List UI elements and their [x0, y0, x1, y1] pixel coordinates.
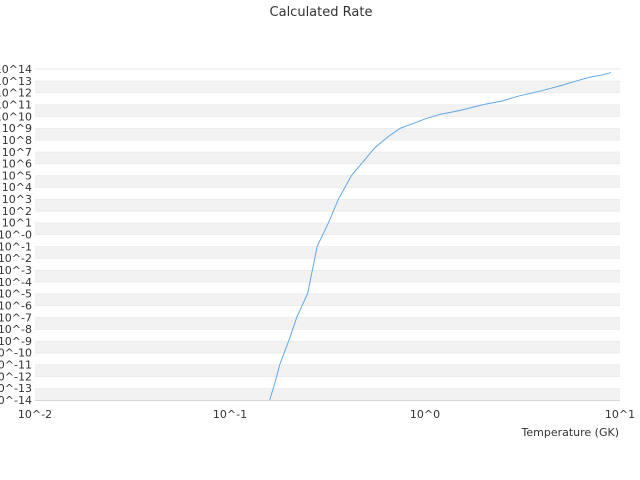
y-tick-label: 10^1: [2, 217, 32, 230]
grid-band: [35, 187, 620, 200]
grid-band: [35, 80, 620, 93]
series-layer: [269, 72, 612, 401]
series-line: [269, 72, 612, 401]
y-tick-label: 10^4: [2, 181, 32, 194]
y-tick-label: 10^-4: [0, 276, 32, 289]
y-tick-label: 10^-14: [0, 394, 32, 407]
y-tick-label: 10^8: [2, 134, 32, 147]
x-axis-ticks: 10^-2 10^-1 10^0 10^1: [18, 408, 635, 421]
grid-band: [35, 151, 620, 164]
x-axis-label: Temperature (GK): [521, 426, 620, 439]
y-tick-label: 10^7: [2, 146, 32, 159]
y-tick-label: 10^-10: [0, 347, 32, 360]
grid-band: [35, 163, 620, 176]
grid-band: [35, 281, 620, 294]
grid-band: [35, 128, 620, 140]
y-tick-label: 10^-13: [0, 382, 32, 395]
grid-band: [35, 139, 620, 152]
y-tick-label: 10^-2: [0, 252, 32, 265]
grid-band: [35, 305, 620, 318]
grid-bands: [35, 68, 620, 400]
grid-band: [35, 340, 620, 353]
y-tick-label: 10^-6: [0, 299, 32, 312]
grid-band: [35, 364, 620, 377]
y-tick-label: 10^-1: [0, 240, 32, 253]
y-tick-label: 10^-3: [0, 264, 32, 277]
y-tick-label: 10^10: [0, 110, 32, 123]
grid-band: [35, 376, 620, 389]
y-tick-label: 10^-7: [0, 311, 32, 324]
x-tick-label: 10^-1: [213, 408, 247, 421]
y-tick-label: 10^-9: [0, 335, 32, 348]
grid-band: [35, 92, 620, 105]
y-axis-ticks: 10^1410^1310^1210^1110^1010^910^810^710^…: [0, 63, 32, 407]
grid-band: [35, 329, 620, 341]
y-tick-label: 10^13: [0, 75, 32, 88]
grid-band: [35, 258, 620, 270]
y-tick-label: 10^-8: [0, 323, 32, 336]
grid-band: [35, 269, 620, 282]
grid-band: [35, 199, 620, 211]
grid-band: [35, 116, 620, 129]
y-tick-label: 10^-5: [0, 288, 32, 301]
x-tick-label: 10^-2: [18, 408, 52, 421]
grid-band: [35, 246, 620, 259]
y-tick-label: 10^11: [0, 98, 32, 111]
y-tick-label: 10^6: [2, 158, 32, 171]
grid-band: [35, 317, 620, 330]
grid-band: [35, 293, 620, 306]
y-tick-label: 10^9: [2, 122, 32, 135]
grid-band: [35, 234, 620, 247]
grid-band: [35, 352, 620, 365]
x-tick-label: 10^0: [410, 408, 440, 421]
y-tick-label: 10^-12: [0, 370, 32, 383]
grid-band: [35, 104, 620, 117]
y-tick-label: 10^14: [0, 63, 32, 76]
y-tick-label: 10^-11: [0, 359, 32, 372]
y-tick-label: 10^5: [2, 169, 32, 182]
y-tick-label: 10^-0: [0, 229, 32, 242]
grid-band: [35, 388, 620, 400]
y-tick-label: 10^3: [2, 193, 32, 206]
chart-title: Calculated Rate: [270, 5, 373, 20]
x-tick-label: 10^1: [605, 408, 635, 421]
grid-band: [35, 69, 620, 81]
y-tick-label: 10^12: [0, 87, 32, 100]
grid-band: [35, 210, 620, 223]
grid-band: [35, 222, 620, 235]
y-tick-label: 10^2: [2, 205, 32, 218]
grid-band: [35, 175, 620, 188]
